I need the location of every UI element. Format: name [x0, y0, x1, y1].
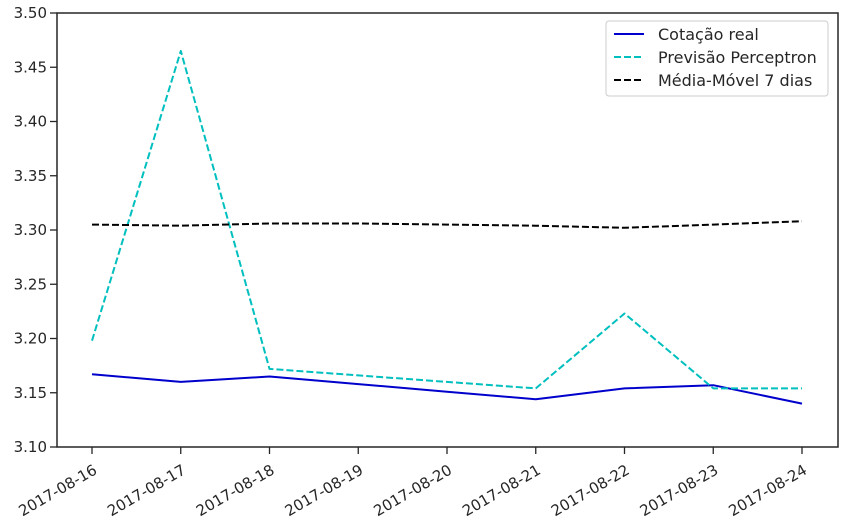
series-line-0 — [91, 373, 803, 405]
legend: Cotação real Previsão Perceptron Média-Móv… — [605, 20, 829, 97]
y-tick-label: 3.20 — [14, 330, 47, 348]
y-tick-label: 3.50 — [14, 4, 47, 22]
series-line-1 — [91, 50, 802, 390]
series-layer — [91, 50, 803, 405]
legend-entry: Cotação real — [658, 25, 759, 44]
y-tick-label: 3.10 — [14, 438, 47, 456]
y-tick-label: 3.45 — [14, 58, 47, 76]
legend-box — [605, 20, 829, 97]
y-tick-label: 3.25 — [14, 275, 47, 293]
y-tick-label: 3.35 — [14, 167, 47, 185]
y-tick-label: 3.15 — [14, 384, 47, 402]
y-tick-label: 3.40 — [14, 113, 47, 131]
y-axis: 3.10 3.15 3.20 3.25 3.30 3.35 3.40 3.45 3.50 — [14, 4, 57, 456]
legend-entry: Média-Móvel 7 dias — [658, 71, 812, 90]
legend-entry: Previsão Perceptron — [658, 48, 817, 67]
series-line-2 — [91, 220, 803, 229]
y-tick-label: 3.30 — [14, 221, 47, 239]
